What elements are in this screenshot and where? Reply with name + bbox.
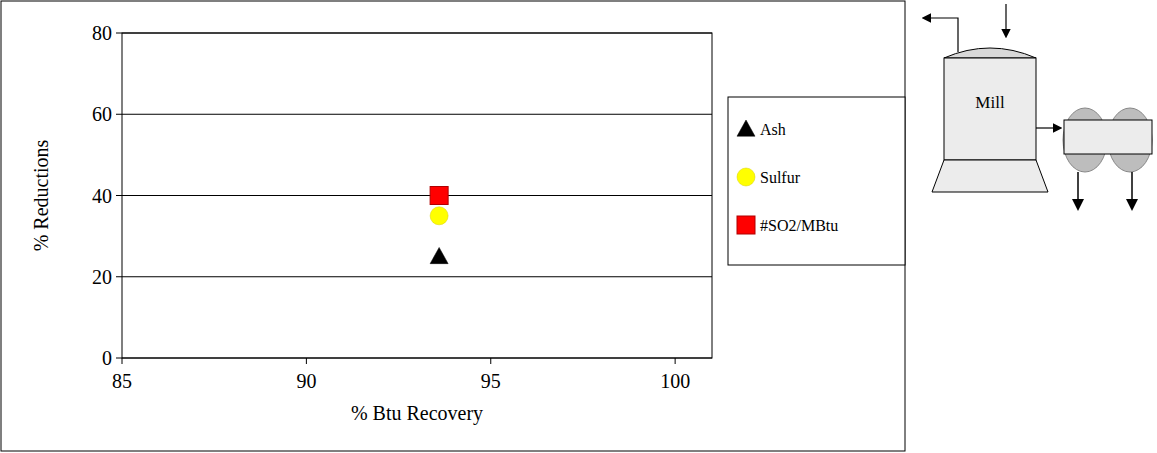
legend-label: #SO2/MBtu xyxy=(760,217,838,234)
mill-base xyxy=(932,160,1048,192)
legend-marker xyxy=(737,216,755,234)
y-tick-label: 80 xyxy=(92,22,112,44)
x-tick-label: 85 xyxy=(112,370,132,392)
x-tick-label: 95 xyxy=(481,370,501,392)
arrow-product xyxy=(1077,172,1079,208)
point xyxy=(430,247,448,263)
plot-frame xyxy=(122,33,712,358)
x-axis-title: % Btu Recovery xyxy=(351,402,483,425)
mill-body xyxy=(944,58,1036,160)
legend-marker xyxy=(737,168,755,186)
y-tick-label: 20 xyxy=(92,266,112,288)
legend-label: Ash xyxy=(760,121,786,138)
y-tick-label: 40 xyxy=(92,185,112,207)
y-tick-label: 60 xyxy=(92,103,112,125)
marks xyxy=(430,187,448,264)
mill-label: Mill xyxy=(975,93,1005,112)
point xyxy=(430,207,448,225)
y-tick xyxy=(116,195,122,196)
grid-line xyxy=(122,195,712,196)
y-tick xyxy=(116,358,122,359)
legend: Ash Sulfur #SO2/MBtu xyxy=(728,97,905,265)
legend-marker xyxy=(737,120,755,136)
arrow-out xyxy=(924,18,958,52)
y-tick xyxy=(116,114,122,115)
mill-diagram: Mill xyxy=(924,4,1152,208)
grid-line xyxy=(122,114,712,115)
arrow-feed xyxy=(1036,127,1060,128)
y-axis-title: % Reductions xyxy=(30,139,52,251)
x-tick xyxy=(122,358,123,364)
y-tick xyxy=(116,276,122,277)
x-tick xyxy=(306,358,307,364)
drum-body xyxy=(1064,120,1152,154)
legend-box xyxy=(728,97,905,265)
legend-label: Sulfur xyxy=(760,169,801,186)
x-tick xyxy=(490,358,491,364)
x-tick xyxy=(675,358,676,364)
y-tick-label: 0 xyxy=(102,347,112,369)
point xyxy=(430,187,448,205)
arrow-reject xyxy=(1131,172,1133,208)
grid-line xyxy=(122,276,712,277)
x-tick-label: 90 xyxy=(296,370,316,392)
mill-dome xyxy=(944,48,1036,58)
x-tick-label: 100 xyxy=(660,370,690,392)
y-tick xyxy=(116,33,122,34)
chart-root: 0 20 40 60 80 85 90 95 100 % Btu Recovery % Reduct… xyxy=(0,0,1157,453)
arrow-in xyxy=(1005,4,1006,36)
outer-frame xyxy=(1,1,905,451)
